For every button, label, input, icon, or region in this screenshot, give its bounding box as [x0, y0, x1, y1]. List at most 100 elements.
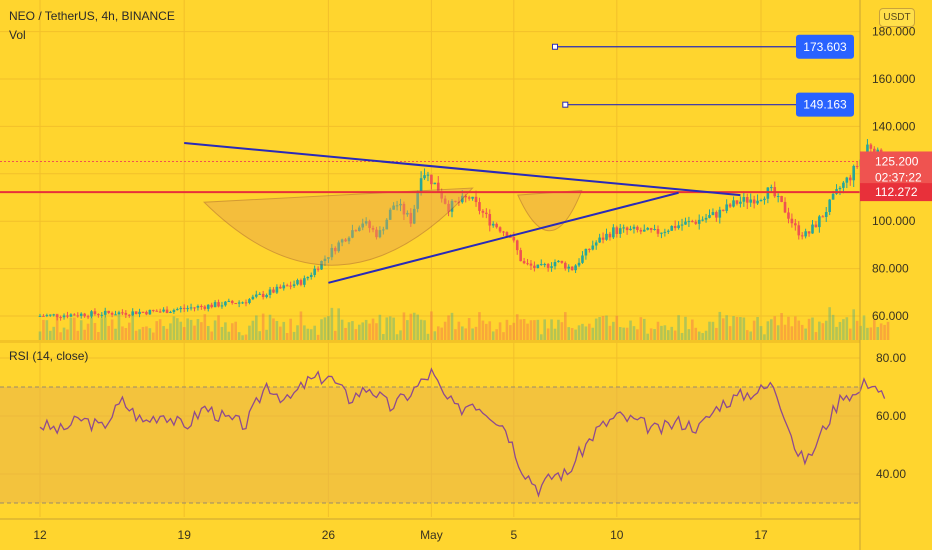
candle-body	[691, 221, 694, 223]
candle-body	[591, 245, 595, 250]
candle-body	[296, 280, 299, 285]
target-label-box	[796, 92, 854, 117]
y-tick-label: 140.000	[872, 119, 916, 133]
candle-body	[594, 242, 598, 246]
volume-bar	[876, 327, 880, 340]
volume-bar	[461, 326, 464, 340]
volume-bar	[711, 321, 715, 340]
volume-bar	[152, 332, 155, 340]
volume-bar	[224, 322, 227, 340]
target-label-box	[796, 34, 854, 59]
volume-bar	[804, 328, 807, 340]
volume-bar	[306, 328, 310, 340]
rsi-line	[39, 367, 886, 498]
volume-bar	[770, 319, 773, 340]
volume-bar	[62, 327, 66, 340]
volume-bar	[838, 321, 842, 340]
volume-bar	[560, 322, 564, 340]
volume-bar	[416, 314, 419, 340]
volume-bar	[412, 312, 416, 340]
candle-body	[715, 212, 718, 218]
candle-body	[186, 308, 189, 310]
volume-bar	[268, 314, 272, 340]
volume-bar	[309, 329, 313, 340]
candle-body	[76, 315, 80, 317]
volume-bar	[515, 314, 519, 340]
volume-bar	[478, 312, 481, 340]
volume-bar	[636, 329, 639, 340]
symbol-legend[interactable]: NEO / TetherUS, 4h, BINANCE	[9, 9, 175, 23]
volume-bar	[680, 332, 684, 340]
candle-body	[323, 258, 327, 261]
candle-body	[90, 311, 93, 317]
volume-bar	[526, 323, 529, 340]
volume-bar	[279, 326, 282, 340]
volume-bar	[141, 326, 145, 340]
volume-bar	[358, 324, 361, 340]
rsi-legend[interactable]: RSI (14, close)	[9, 349, 89, 363]
volume-bar	[615, 315, 619, 340]
candle-body	[649, 227, 653, 231]
candle-body	[213, 302, 217, 308]
candle-body	[598, 237, 601, 243]
candle-body	[327, 257, 330, 259]
drawings[interactable]	[0, 43, 860, 284]
volume-bar	[402, 312, 406, 340]
candle-body	[340, 239, 344, 243]
candle-body	[282, 285, 286, 289]
candle-body	[169, 311, 172, 313]
volume-bar	[237, 332, 241, 340]
candle-body	[560, 260, 564, 263]
candle-body	[735, 200, 739, 204]
volume-bar	[117, 314, 121, 340]
volume-bar	[745, 330, 749, 340]
candle-body	[721, 209, 725, 211]
candle-body	[268, 289, 272, 295]
volume-bar	[103, 317, 107, 340]
candle-body	[248, 299, 251, 303]
candle-body	[471, 196, 474, 199]
candle-body	[478, 202, 481, 211]
candle-body	[756, 200, 759, 204]
volume-bar	[292, 331, 296, 340]
volume-bar	[244, 334, 248, 340]
volume-bar	[471, 328, 474, 340]
candle-body	[725, 204, 728, 211]
volume-bar	[227, 331, 231, 340]
candle-body	[162, 309, 165, 312]
volume-bar	[625, 327, 629, 340]
volume-bar	[313, 325, 316, 340]
volume-bar	[409, 313, 413, 340]
volume-bar	[333, 330, 337, 340]
volume-legend[interactable]: Vol	[9, 28, 26, 42]
volume-bar	[395, 334, 399, 340]
candle-body	[320, 260, 323, 270]
candle-body	[759, 200, 763, 202]
candle-body	[83, 313, 86, 317]
current-price-box	[860, 151, 932, 188]
candle-body	[467, 197, 471, 199]
candle-body	[512, 236, 516, 241]
volume-bar	[502, 332, 505, 340]
volume-bar	[83, 329, 86, 340]
candle-body	[622, 227, 625, 229]
candle-body	[347, 237, 351, 242]
candle-body	[443, 198, 447, 204]
candle-body	[821, 216, 825, 218]
candle-body	[375, 229, 378, 238]
candle-body	[217, 302, 220, 307]
candle-body	[588, 248, 591, 250]
currency-badge[interactable]: USDT	[879, 8, 915, 27]
volume-bar	[59, 332, 62, 340]
volume-bar	[347, 322, 351, 340]
candle-body	[732, 200, 735, 207]
volume-bar	[855, 320, 859, 340]
volume-bar	[495, 329, 498, 340]
volume-bar	[176, 318, 179, 340]
candle-body	[155, 310, 159, 312]
candle-body	[804, 231, 807, 237]
volume-bar	[721, 318, 725, 340]
volume-bar	[783, 324, 787, 340]
candle-body	[701, 219, 704, 221]
